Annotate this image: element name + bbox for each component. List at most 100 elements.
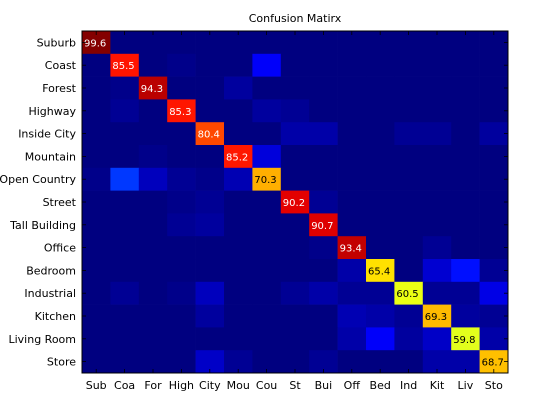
heatmap-cell <box>337 122 367 146</box>
heatmap-cell <box>195 259 225 283</box>
row-label: Bedroom <box>26 264 76 277</box>
heatmap-cell <box>82 145 111 169</box>
heatmap-cell <box>224 167 253 191</box>
heatmap-cell <box>479 53 509 77</box>
heatmap-cell <box>252 350 282 374</box>
heatmap-cell <box>110 122 140 146</box>
heatmap-cell <box>451 31 480 55</box>
heatmap-cell <box>110 281 140 305</box>
heatmap-cell <box>224 236 253 260</box>
heatmap-cell <box>224 53 253 77</box>
heatmap-cell <box>252 31 282 55</box>
heatmap-cell <box>479 259 509 283</box>
heatmap-cell <box>337 53 367 77</box>
heatmap-cell <box>280 76 310 100</box>
heatmap-cell <box>195 122 225 146</box>
heatmap-cell <box>479 31 509 55</box>
heatmap-cell <box>479 236 509 260</box>
heatmap-cell <box>195 213 225 237</box>
heatmap-cell <box>167 236 196 260</box>
column-label: Bui <box>315 379 333 392</box>
heatmap-cell <box>479 350 509 374</box>
heatmap-cell <box>252 304 282 328</box>
heatmap-cell <box>110 190 140 214</box>
heatmap-cell <box>309 259 338 283</box>
heatmap-cell <box>138 190 168 214</box>
heatmap-cell <box>479 145 509 169</box>
column-label: Cou <box>256 379 277 392</box>
row-label: Inside City <box>18 128 76 141</box>
heatmap-cell <box>366 122 395 146</box>
heatmap-cell <box>195 31 225 55</box>
heatmap-cell <box>309 213 338 237</box>
heatmap-cell <box>252 99 282 123</box>
column-label: High <box>169 379 194 392</box>
heatmap-cell <box>422 99 452 123</box>
column-label: Coa <box>114 379 135 392</box>
heatmap-cell <box>82 167 111 191</box>
heatmap-cell <box>252 145 282 169</box>
heatmap-cell <box>451 259 480 283</box>
heatmap-cell <box>82 350 111 374</box>
heatmap-cell <box>138 259 168 283</box>
heatmap-cell <box>167 304 196 328</box>
heatmap-cell <box>309 304 338 328</box>
heatmap-cell <box>422 281 452 305</box>
row-label: Tall Building <box>9 219 76 232</box>
diagonal-value-label: 93.4 <box>340 244 362 255</box>
row-label: Forest <box>42 82 76 95</box>
heatmap-cell <box>138 213 168 237</box>
diagonal-value-label: 90.2 <box>283 198 305 209</box>
heatmap-cell <box>224 99 253 123</box>
heatmap-cell <box>280 31 310 55</box>
heatmap-cell <box>280 53 310 77</box>
heatmap-cell <box>422 53 452 77</box>
heatmap-cell <box>224 76 253 100</box>
diagonal-value-label: 68.7 <box>482 358 504 369</box>
diagonal-value-label: 59.8 <box>453 335 475 346</box>
diagonal-value-label: 60.5 <box>396 289 418 300</box>
heatmap-cell <box>195 76 225 100</box>
heatmap-cell <box>366 190 395 214</box>
heatmap-cell <box>451 327 480 351</box>
column-label: St <box>289 379 301 392</box>
chart-title: Confusion Matirx <box>249 12 342 25</box>
heatmap-cell <box>366 259 395 283</box>
heatmap-cell <box>422 31 452 55</box>
heatmap-cell <box>82 99 111 123</box>
heatmap-cell <box>224 145 253 169</box>
heatmap-cell <box>309 236 338 260</box>
heatmap-cell <box>252 281 282 305</box>
heatmap-cell <box>309 31 338 55</box>
diagonal-value-label: 85.3 <box>169 107 191 118</box>
heatmap-cells <box>82 31 509 374</box>
heatmap-cell <box>138 145 168 169</box>
heatmap-cell <box>366 327 395 351</box>
column-label: Liv <box>458 379 474 392</box>
heatmap-cell <box>138 327 168 351</box>
heatmap-cell <box>195 190 225 214</box>
heatmap-cell <box>138 281 168 305</box>
heatmap-cell <box>366 145 395 169</box>
column-label: Ind <box>400 379 417 392</box>
heatmap-cell <box>195 304 225 328</box>
heatmap-cell <box>309 350 338 374</box>
column-label: Bed <box>370 379 391 392</box>
heatmap-cell <box>224 31 253 55</box>
heatmap-cell <box>394 213 424 237</box>
column-tick-labels: Sub Coa For High City Mou Cou St Bui Off Bed Ind Kit… <box>86 31 503 392</box>
heatmap-cell <box>337 99 367 123</box>
heatmap-cell <box>110 213 140 237</box>
heatmap-cell <box>337 304 367 328</box>
heatmap-cell <box>110 350 140 374</box>
heatmap-cell <box>394 281 424 305</box>
diagonal-value-label: 85.2 <box>226 152 248 163</box>
heatmap-cell <box>82 122 111 146</box>
heatmap-cell <box>451 167 480 191</box>
heatmap-cell <box>366 53 395 77</box>
heatmap-cell <box>195 327 225 351</box>
heatmap-cell <box>82 76 111 100</box>
heatmap-cell <box>337 167 367 191</box>
heatmap-cell <box>479 167 509 191</box>
heatmap-cell <box>337 213 367 237</box>
